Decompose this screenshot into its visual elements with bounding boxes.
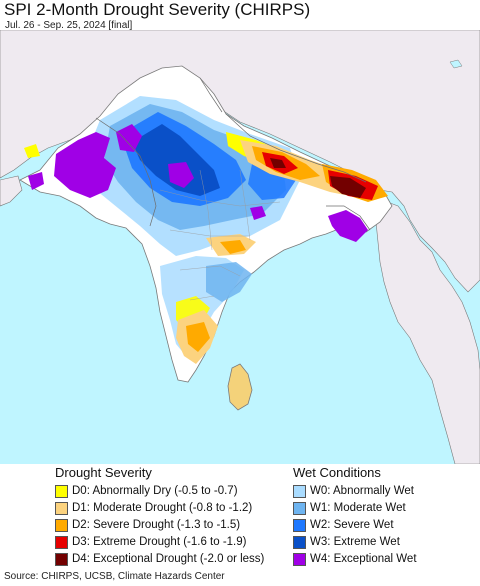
wet-w4-bangladesh bbox=[328, 210, 368, 242]
legend-d4-swatch bbox=[55, 552, 68, 566]
legend-drought-title: Drought Severity bbox=[55, 465, 152, 480]
legend-d1: D1: Moderate Drought (-0.8 to -1.2) bbox=[55, 500, 252, 516]
legend-d0-label: D0: Abnormally Dry (-0.5 to -0.7) bbox=[72, 485, 238, 497]
legend-w3-label: W3: Extreme Wet bbox=[310, 536, 400, 548]
page-title: SPI 2-Month Drought Severity (CHIRPS) bbox=[4, 0, 311, 19]
legend-w4-label: W4: Exceptional Wet bbox=[310, 553, 417, 565]
wet-w4-central bbox=[250, 206, 266, 220]
wet-w1-southeast bbox=[206, 262, 252, 302]
dry-d0-west bbox=[24, 144, 40, 158]
dry-d4-nepal bbox=[270, 158, 286, 168]
legend-d0: D0: Abnormally Dry (-0.5 to -0.7) bbox=[55, 483, 238, 499]
legend-d4: D4: Exceptional Drought (-2.0 or less) bbox=[55, 551, 264, 567]
legend-d3: D3: Extreme Drought (-1.6 to -1.9) bbox=[55, 534, 246, 550]
legend-w4-swatch bbox=[293, 552, 306, 566]
legend-d1-label: D1: Moderate Drought (-0.8 to -1.2) bbox=[72, 502, 253, 514]
legend-d1-swatch bbox=[55, 501, 68, 515]
legend-d3-swatch bbox=[55, 535, 68, 549]
wet-w4-gujarat bbox=[28, 172, 44, 190]
sri-lanka bbox=[227, 363, 253, 411]
legend-d2: D2: Severe Drought (-1.3 to -1.5) bbox=[55, 517, 240, 533]
legend-w1-swatch bbox=[293, 501, 306, 515]
legend-d2-swatch bbox=[55, 518, 68, 532]
legend-w2: W2: Severe Wet bbox=[293, 517, 394, 533]
source-footer: Source: CHIRPS, UCSB, Climate Hazards Ce… bbox=[4, 571, 225, 582]
legend-w0-label: W0: Abnormally Wet bbox=[310, 485, 414, 497]
legend-w2-swatch bbox=[293, 518, 306, 532]
wet-w4-pakistan bbox=[54, 132, 116, 198]
legend-w4: W4: Exceptional Wet bbox=[293, 551, 417, 567]
dry-d4-bhutan-assam bbox=[330, 176, 366, 198]
legend-w1: W1: Moderate Wet bbox=[293, 500, 406, 516]
wet-w4-north bbox=[116, 124, 142, 152]
legend-d3-label: D3: Extreme Drought (-1.6 to -1.9) bbox=[72, 536, 247, 548]
legend-wet-title: Wet Conditions bbox=[293, 465, 381, 480]
wet-w4-rajasthan bbox=[168, 162, 194, 188]
dry-d2-south bbox=[186, 322, 210, 352]
small-lake bbox=[449, 59, 463, 69]
page-subtitle: Jul. 26 - Sep. 25, 2024 [final] bbox=[5, 20, 133, 31]
legend-d4-label: D4: Exceptional Drought (-2.0 or less) bbox=[72, 553, 265, 565]
legend-d2-label: D2: Severe Drought (-1.3 to -1.5) bbox=[72, 519, 241, 531]
legend-w1-label: W1: Moderate Wet bbox=[310, 502, 406, 514]
legend-w0: W0: Abnormally Wet bbox=[293, 483, 414, 499]
outside-land-west bbox=[0, 175, 23, 207]
country-borders bbox=[95, 77, 371, 231]
legend-w3: W3: Extreme Wet bbox=[293, 534, 400, 550]
legend-w2-label: W2: Severe Wet bbox=[310, 519, 394, 531]
dry-d2-central bbox=[220, 240, 246, 254]
drought-map bbox=[0, 30, 480, 464]
outside-land-east bbox=[375, 199, 480, 464]
legend-w0-swatch bbox=[293, 484, 306, 498]
wet-w3-indus bbox=[132, 124, 220, 196]
state-borders bbox=[159, 169, 281, 301]
legend-w3-swatch bbox=[293, 535, 306, 549]
legend-d0-swatch bbox=[55, 484, 68, 498]
